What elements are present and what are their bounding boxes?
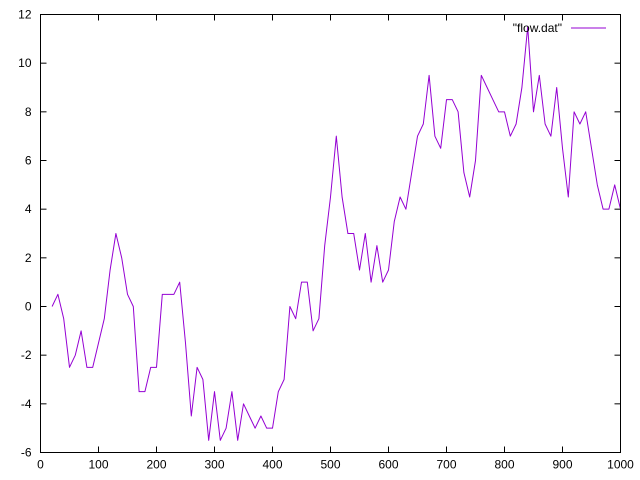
y-tick-label: 4: [25, 202, 32, 216]
series-layer: [51, 26, 621, 441]
x-tick-label: 300: [204, 458, 224, 472]
x-tick-label: 800: [494, 458, 514, 472]
y-tick-label: 10: [18, 56, 32, 70]
y-tick-label: 2: [25, 251, 32, 265]
y-tick-label: 6: [25, 154, 32, 168]
y-tick-label: -2: [21, 348, 32, 362]
y-tick-label: -4: [21, 397, 32, 411]
x-tick-label: 500: [320, 458, 340, 472]
x-tick-label: 400: [262, 458, 282, 472]
legend-label: "flow.dat": [513, 21, 562, 35]
x-tick-label: 900: [552, 458, 572, 472]
y-tick-label: 8: [25, 105, 32, 119]
y-tick-label: 12: [18, 8, 32, 22]
legend: "flow.dat": [513, 21, 606, 35]
x-tick-label: 1000: [607, 458, 634, 472]
x-tick-label: 700: [436, 458, 456, 472]
x-tick-label: 200: [146, 458, 166, 472]
axis-tick-labels: 0 100 200 300 400 500 600 700 800 900 1000 -6 -4 -2 0 2…: [18, 8, 634, 472]
x-tick-label: 0: [37, 458, 44, 472]
series-line: [51, 26, 621, 441]
y-tick-label: 0: [25, 300, 32, 314]
x-tick-label: 100: [88, 458, 108, 472]
x-tick-label: 600: [378, 458, 398, 472]
y-tick-label: -6: [21, 446, 32, 460]
plot-frame: [40, 14, 621, 453]
